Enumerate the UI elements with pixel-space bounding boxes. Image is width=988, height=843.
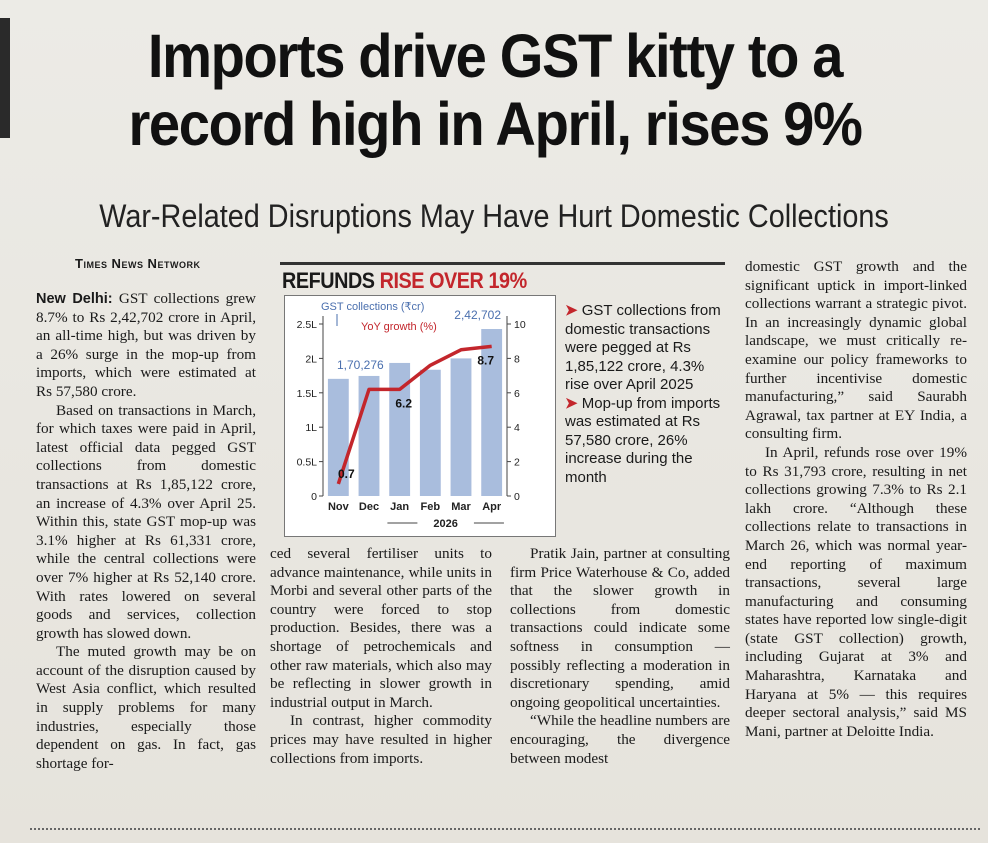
paragraph-text: GST collections grew 8.7% to Rs 2,42,702… [36,290,257,400]
y-right-tick-label: 2 [514,457,520,469]
x-tick-label: Apr [482,501,502,513]
paragraph: In April, refunds rose over 19% to Rs 31… [745,443,967,740]
paragraph: In contrast, higher commodity prices may… [270,712,492,767]
article-column-4: domestic GST growth and the significant … [745,258,967,741]
graphic-title-black: REFUNDS [282,268,375,293]
y-left-tick-label: 1.5L [297,388,318,400]
y-right-tick-label: 0 [514,491,520,503]
paragraph: ced several fertiliser units to advance … [270,545,492,711]
x-tick-label: Dec [359,501,379,513]
graphic-top-rule [280,262,725,265]
bullet-item: ➤ Mop-up from imports was estimated at R… [565,395,725,488]
x-group-label: 2026 [433,518,457,530]
x-tick-label: Mar [451,501,471,513]
legend-line: YoY growth (%) [361,321,437,333]
paragraph: domestic GST growth and the significant … [745,258,967,443]
article-column-2: ced several fertiliser units to advance … [270,545,492,768]
y-right-tick-label: 4 [514,422,520,434]
paragraph: Pratik Jain, partner at consulting firm … [510,545,730,711]
column-rule [0,18,10,138]
bar [419,369,441,496]
bar-value-label: 2,42,702 [454,308,501,322]
y-left-tick-label: 0 [311,491,317,503]
page-bottom-rule [30,828,980,830]
dateline: New Delhi: [36,291,113,307]
graphic-title-red: RISE OVER 19% [379,268,528,293]
y-left-tick-label: 1L [305,422,317,434]
paragraph: New Delhi: GST collections grew 8.7% to … [36,290,256,402]
article-column-1: New Delhi: GST collections grew 8.7% to … [36,290,256,773]
graphic-title: REFUNDS RISE OVER 19% [282,268,527,294]
gst-chart: 0 0.5L 1L 1.5L 2L 2.5L 0 2 4 6 8 10 Nov Dec Jan Feb Mar A… [284,295,556,537]
bar-value-label: 1,70,276 [337,358,384,372]
line-value-label: 0.7 [338,467,355,481]
gst-chart-svg: 0 0.5L 1L 1.5L 2L 2.5L 0 2 4 6 8 10 Nov Dec Jan Feb Mar A… [297,301,526,530]
x-tick-label: Nov [328,501,350,513]
y-right-tick-label: 10 [514,319,526,331]
paragraph: Based on transactions in March, for whic… [36,401,256,642]
headline: Imports drive GST kitty to a record high… [128,22,862,158]
bar [389,362,411,496]
y-left-tick-label: 0.5L [297,457,318,469]
yoy-growth-line [336,344,492,485]
y-left-tick-label: 2.5L [297,319,318,331]
legend-bars: GST collections (₹cr) [321,301,424,313]
paragraph: The muted growth may be on account of th… [36,643,256,772]
y-right-tick-label: 8 [514,353,520,365]
bullet-text: GST collections from domestic transactio… [565,302,721,393]
graphic-bullets: ➤ GST collections from domestic transact… [565,302,725,487]
bullet-item: ➤ GST collections from domestic transact… [565,302,725,395]
x-tick-label: Feb [421,501,441,513]
subheadline: War-Related Disruptions May Have Hurt Do… [99,198,889,234]
line-value-label: 6.2 [395,396,412,410]
y-right-tick-label: 6 [514,388,520,400]
byline: Times News Network [75,256,201,271]
bar [450,358,472,496]
bar [481,329,503,496]
bullet-arrow-icon: ➤ [565,394,578,412]
bullet-text: Mop-up from imports was estimated at Rs … [565,394,721,486]
bullet-arrow-icon: ➤ [565,302,578,319]
paragraph: “While the headline numbers are encourag… [510,712,730,767]
x-tick-label: Jan [390,501,409,513]
article-column-3: Pratik Jain, partner at consulting firm … [510,545,730,768]
line-value-label: 8.7 [477,353,494,367]
y-left-tick-label: 2L [305,353,317,365]
